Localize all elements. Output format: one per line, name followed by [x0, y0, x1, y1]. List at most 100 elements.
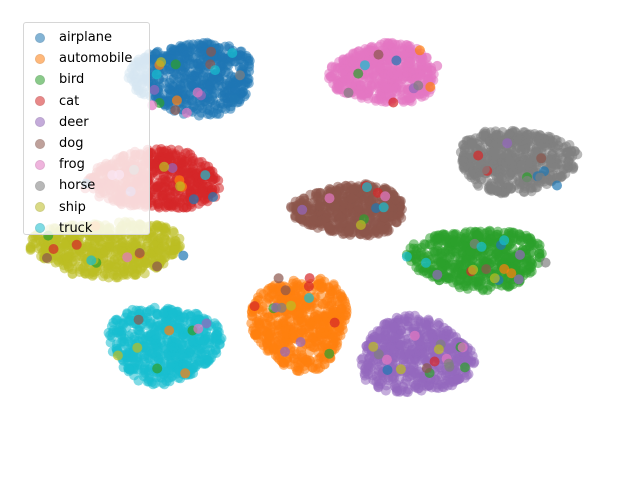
data-point-bird — [534, 240, 545, 251]
data-point-bird — [488, 239, 499, 250]
data-point-dog — [314, 200, 325, 211]
data-point-ship — [61, 253, 72, 263]
data-point-bird — [450, 236, 461, 247]
data-point-horse — [503, 179, 514, 190]
data-point-bird — [473, 230, 484, 241]
data-point-horse — [473, 180, 484, 191]
data-point-cat — [159, 189, 170, 200]
data-point-automobile — [320, 316, 331, 327]
data-point-bird — [448, 272, 458, 282]
data-point-frog — [341, 54, 352, 65]
data-point-horse — [501, 149, 512, 160]
data-point-deer — [396, 385, 407, 396]
data-point-airplane — [166, 44, 177, 55]
data-point-dog — [338, 196, 349, 207]
data-point-automobile — [253, 292, 263, 303]
data-point-cat — [148, 167, 159, 178]
data-point-automobile — [328, 280, 339, 291]
data-point-automobile — [336, 303, 347, 314]
data-point-automobile — [324, 292, 335, 303]
data-point-automobile — [265, 329, 276, 340]
data-point-deer — [440, 370, 451, 381]
data-point-dog — [335, 212, 346, 223]
data-point-ship — [40, 243, 51, 254]
data-point-dog — [379, 212, 390, 223]
data-point-airplane — [177, 85, 188, 96]
data-point-automobile — [304, 346, 315, 357]
data-point-frog — [383, 38, 394, 49]
data-point-bird — [429, 232, 440, 243]
data-point-airplane — [220, 41, 231, 52]
data-point-horse — [519, 187, 530, 198]
data-point-bird — [525, 261, 536, 272]
data-point-bird — [534, 248, 545, 259]
data-point-automobile — [294, 366, 305, 377]
data-point-automobile — [304, 338, 315, 349]
data-point-dog — [359, 195, 369, 206]
data-point-airplane — [234, 62, 245, 73]
data-point-bird — [448, 259, 459, 270]
data-point-dog — [329, 200, 340, 211]
data-point-ship — [90, 235, 100, 246]
data-point-airplane — [205, 109, 216, 120]
data-point-airplane — [184, 67, 195, 77]
data-point-deer — [409, 380, 420, 391]
data-point-frog — [380, 69, 391, 80]
data-point-cat — [176, 152, 187, 162]
data-point-dog — [390, 194, 401, 205]
data-point-airplane — [217, 51, 228, 62]
data-point-horse — [492, 186, 503, 197]
data-point-frog — [369, 70, 380, 81]
data-point-horse — [526, 186, 537, 197]
data-point-ship — [156, 233, 166, 243]
data-point-airplane — [179, 51, 190, 62]
data-point-horse — [485, 127, 496, 138]
data-point-horse — [520, 133, 531, 144]
data-point-deer — [401, 375, 412, 386]
data-point-deer — [381, 324, 392, 335]
data-point-horse — [567, 164, 578, 174]
data-point-frog — [421, 52, 432, 63]
data-point-automobile — [292, 280, 303, 291]
data-point-ship — [141, 258, 152, 269]
data-point-cat — [150, 184, 161, 195]
data-point-frog — [370, 95, 381, 106]
data-point-automobile — [307, 362, 318, 373]
data-point-horse — [562, 147, 573, 158]
data-point-deer — [359, 370, 370, 381]
data-point-dog — [316, 215, 327, 226]
data-point-automobile — [250, 329, 261, 340]
data-point-automobile — [310, 315, 321, 326]
data-point-cat — [179, 193, 190, 204]
data-point-horse — [508, 167, 519, 178]
data-point-frog — [402, 66, 413, 77]
data-point-deer — [412, 355, 423, 366]
data-point-dog — [345, 213, 356, 224]
data-point-deer — [411, 368, 422, 379]
data-point-cat — [195, 162, 206, 172]
data-point-deer — [453, 374, 464, 385]
data-point-deer — [360, 362, 371, 373]
data-point-dog — [332, 181, 343, 192]
data-point-deer — [425, 329, 436, 340]
data-point-airplane — [241, 53, 252, 63]
data-point-airplane — [186, 79, 197, 90]
data-point-ship — [80, 268, 91, 279]
data-point-bird — [448, 228, 459, 239]
data-point-ship — [112, 254, 123, 265]
data-point-automobile — [271, 320, 282, 331]
data-point-dog — [348, 184, 359, 195]
data-point-airplane — [171, 69, 182, 80]
data-point-frog — [414, 89, 425, 100]
data-point-cat — [182, 167, 193, 178]
data-point-airplane — [203, 80, 214, 91]
data-point-ship — [129, 257, 140, 268]
data-point-horse — [539, 138, 550, 149]
data-point-ship — [159, 240, 170, 251]
data-point-ship — [170, 235, 180, 246]
data-point-ship — [94, 248, 105, 259]
data-point-bird — [472, 277, 482, 288]
data-point-dog — [382, 224, 393, 235]
data-point-bird — [447, 246, 458, 257]
